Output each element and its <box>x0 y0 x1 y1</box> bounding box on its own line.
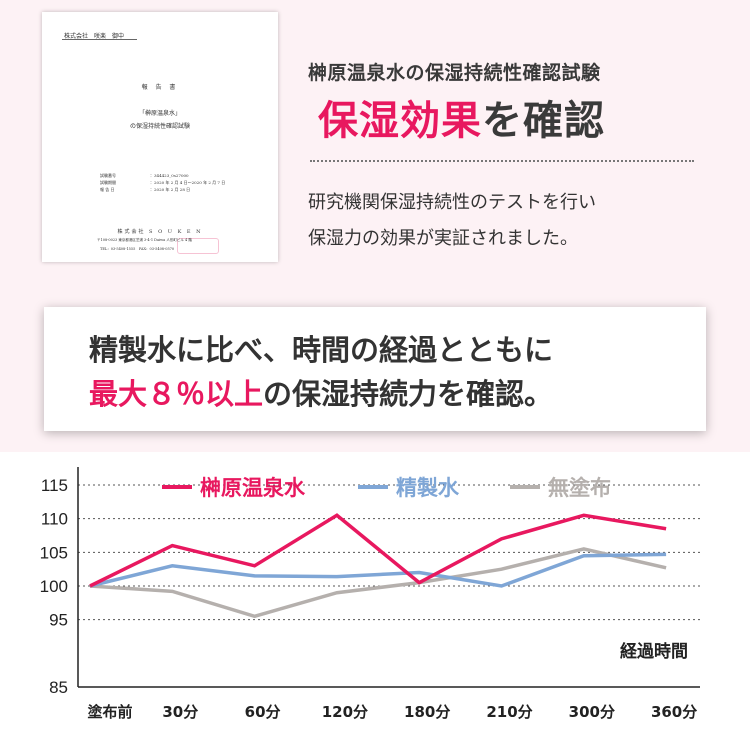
report-recipient: 株式会社 咲楽 御中 <box>64 33 125 40</box>
y-tick-label: 110 <box>41 510 68 529</box>
legend-label: 無塗布 <box>548 476 611 500</box>
series-line <box>89 513 667 588</box>
x-tick-label: 塗布前 <box>87 703 132 721</box>
heading-title: 保湿効果を確認 <box>318 88 605 146</box>
x-axis-label: 経過時間 <box>620 641 688 662</box>
y-tick-label: 115 <box>41 476 68 495</box>
x-tick-label: 120分 <box>322 703 368 721</box>
report-meta-row: 試験番号 ：344423_0s27000 <box>100 173 189 178</box>
report-meta-row: 報 告 日：2020 年 2 月 28 日 <box>100 187 191 192</box>
x-tick-label: 300分 <box>569 703 615 721</box>
y-tick-label: 85 <box>49 678 68 697</box>
report-meta: 試験番号 ：344423_0s27000 試験期間 ：2020 年 2 月 4 日～… <box>100 172 225 193</box>
x-tick-label: 360分 <box>651 703 697 721</box>
report-title: 報 告 書 <box>141 84 179 91</box>
series-line <box>89 547 667 619</box>
x-tick-label: 30分 <box>162 703 198 721</box>
heading-title-highlight: 保湿効果 <box>318 98 482 144</box>
report-rule <box>62 39 137 40</box>
description-line: 保湿力の効果が実証されました。 <box>308 228 578 249</box>
legend-label: 精製水 <box>396 476 460 500</box>
report-tel: TEL：03-5408-1555 FAX：03-5408-0570 <box>100 247 175 251</box>
report-meta-row: 試験期間 ：2020 年 2 月 4 日～2020 年 2 月 7 日 <box>100 180 226 185</box>
y-tick-label: 100 <box>40 577 68 596</box>
heading-subtitle: 榊原温泉水の保湿持続性確認試験 <box>308 62 601 84</box>
x-tick-label: 60分 <box>245 703 281 721</box>
legend-label: 榊原温泉水 <box>200 476 306 500</box>
x-tick-label: 180分 <box>404 703 450 721</box>
test-report-image: 株式会社 咲楽 御中 報 告 書 「榊原温泉水」 の保湿持続性確認試験 試験番号… <box>42 12 278 262</box>
dotted-divider <box>310 160 694 162</box>
stamp-mark <box>177 238 219 254</box>
report-subject-1: 「榊原温泉水」 <box>138 110 181 117</box>
report-address: 〒108-0023 東京都港区芝浦 3-4-1 Daiwa 人形町ビル 4 階 <box>97 238 192 242</box>
banner-line-2: 最大８％以上の保湿持続力を確認。 <box>89 371 553 413</box>
banner-line-1: 精製水に比べ、時間の経過とともに <box>89 333 554 367</box>
report-company: 株式会社 S O U K E N <box>117 229 203 235</box>
y-tick-label: 105 <box>40 543 68 562</box>
heading-title-rest: を確認 <box>482 98 605 144</box>
banner-line-2-rest: の保湿持続力を確認。 <box>263 377 554 411</box>
description-line: 研究機関保湿持続性のテストを行い <box>308 192 596 213</box>
chart-background <box>0 452 750 749</box>
result-banner: 精製水に比べ、時間の経過とともに 最大８％以上の保湿持続力を確認。 <box>44 307 706 431</box>
y-tick-label: 95 <box>49 611 68 630</box>
banner-highlight: 最大８％以上 <box>89 377 264 411</box>
description: 研究機関保湿持続性のテストを行い 保湿力の効果が実証されました。 <box>308 185 596 257</box>
series-line <box>89 552 667 588</box>
report-subject-2: の保湿持続性確認試験 <box>129 123 190 130</box>
x-tick-label: 210分 <box>486 703 532 721</box>
